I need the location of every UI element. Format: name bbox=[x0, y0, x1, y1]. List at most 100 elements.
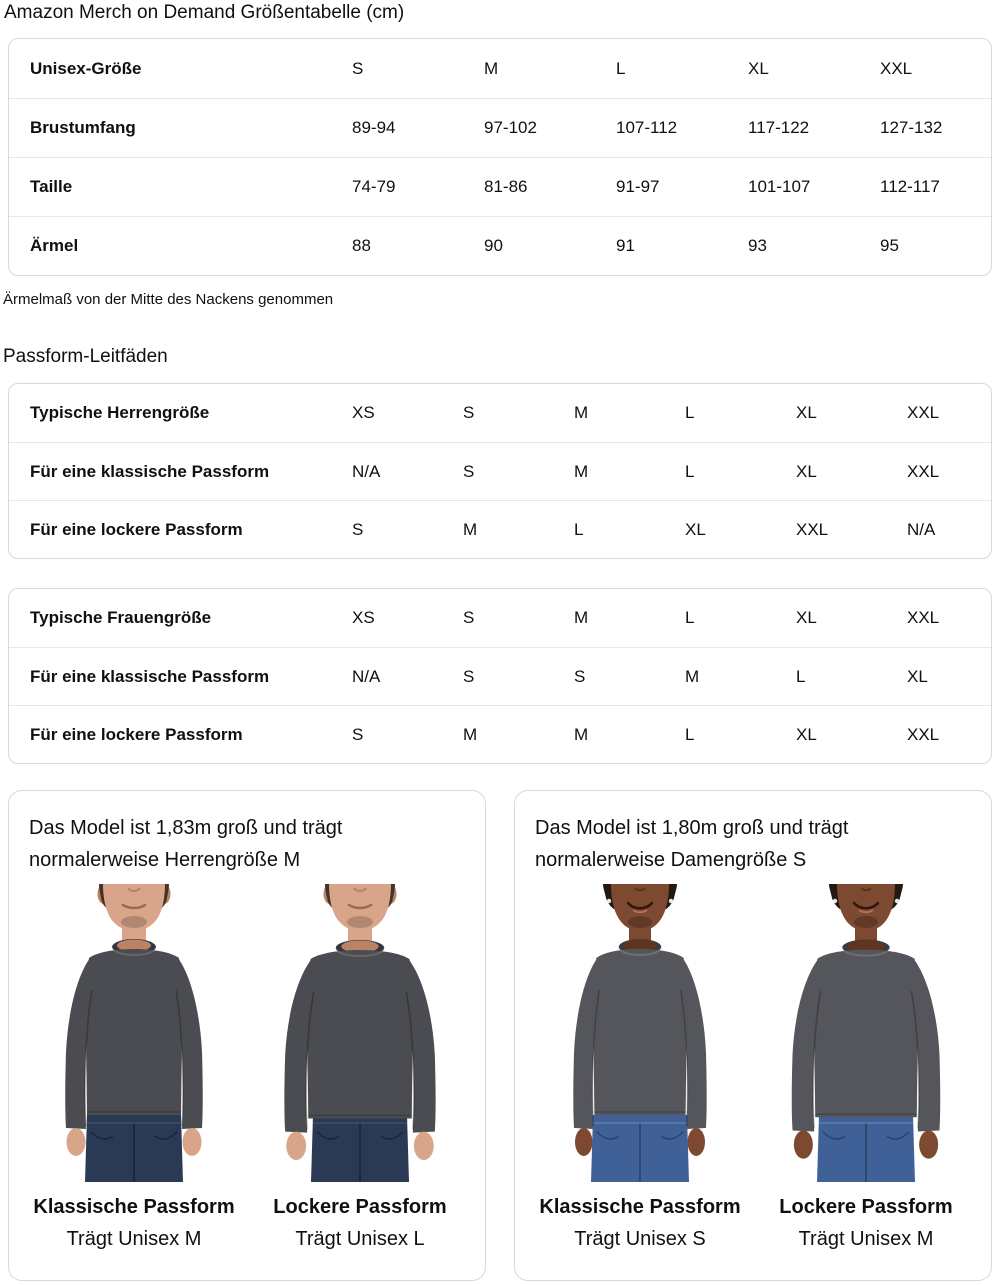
table-row: Für eine lockere Passform S M M L XL XXL bbox=[9, 705, 991, 763]
size-cell: 91 bbox=[616, 236, 635, 255]
head-illustration bbox=[97, 884, 171, 931]
fit-caption-title: Klassische Passform bbox=[33, 1196, 235, 1218]
fit-cell: S bbox=[463, 608, 475, 627]
fit-cell: S bbox=[463, 666, 475, 686]
fit-caption-size: Trägt Unisex L bbox=[295, 1228, 425, 1250]
fit-cell: M bbox=[574, 403, 589, 422]
unisex-size-table: Unisex-Größe S M L XL XXL Brustumfang 89… bbox=[8, 38, 992, 276]
size-row-label: Brustumfang bbox=[30, 118, 136, 137]
male-model-photo bbox=[65, 884, 203, 1182]
fit-cell: XL bbox=[796, 608, 817, 627]
fit-cell: S bbox=[463, 461, 475, 481]
fit-cell: XL bbox=[685, 519, 706, 539]
fit-row-label: Für eine lockere Passform bbox=[30, 724, 243, 744]
fit-cell: XXL bbox=[796, 519, 829, 539]
size-cell: 97-102 bbox=[484, 118, 537, 137]
figures-row: Klassische Passform Trägt Unisex S bbox=[535, 884, 971, 1251]
size-cell: 112-117 bbox=[880, 177, 940, 196]
fit-cell: S bbox=[463, 403, 475, 422]
fit-cell: XL bbox=[907, 666, 928, 686]
fit-cell: M bbox=[574, 461, 589, 481]
fit-table-women: Typische Frauengröße XS S M L XL XXL Für… bbox=[8, 588, 992, 764]
fit-row-label: Für eine klassische Passform bbox=[30, 666, 270, 686]
shirt-illustration bbox=[791, 939, 941, 1159]
head-illustration bbox=[829, 884, 903, 931]
model-description: Das Model ist 1,80m groß und trägt norma… bbox=[535, 817, 849, 871]
fit-caption-title: Klassische Passform bbox=[539, 1196, 741, 1218]
table-row: Ärmel 88 90 91 93 95 bbox=[9, 216, 991, 275]
jeans-illustration bbox=[591, 1115, 689, 1182]
size-row-label: Ärmel bbox=[30, 236, 79, 255]
fit-cell: M bbox=[685, 666, 700, 686]
size-cell: 101-107 bbox=[748, 177, 811, 196]
fit-cell: XXL bbox=[907, 608, 940, 627]
sleeve-measure-note: Ärmelmaß von der Mitte des Nackens genom… bbox=[3, 291, 334, 308]
fit-cell: L bbox=[685, 724, 695, 744]
size-cell: 127-132 bbox=[880, 118, 943, 137]
fit-cell: XXL bbox=[907, 403, 940, 422]
fit-guides-heading: Passform-Leitfäden bbox=[3, 346, 168, 367]
fit-cell: L bbox=[685, 461, 695, 481]
fit-cell: M bbox=[463, 519, 478, 539]
fit-cell: N/A bbox=[907, 519, 936, 539]
model-card-men: Das Model ist 1,83m groß und trägt norma… bbox=[8, 790, 486, 1281]
size-cell: 89-94 bbox=[352, 118, 396, 137]
head-illustration bbox=[603, 884, 677, 931]
fit-caption-title: Lockere Passform bbox=[273, 1196, 447, 1218]
fit-cell: M bbox=[574, 724, 589, 744]
female-model-photo bbox=[573, 884, 707, 1182]
fit-cell: N/A bbox=[352, 461, 381, 481]
model-figure-classic-fit: Klassische Passform Trägt Unisex S bbox=[535, 884, 745, 1251]
size-cell: 90 bbox=[484, 236, 503, 255]
table-row: Für eine lockere Passform S M L XL XXL N… bbox=[9, 500, 991, 558]
fit-cell: XXL bbox=[907, 461, 940, 481]
model-figure-classic-fit: Klassische Passform Trägt Unisex M bbox=[29, 884, 239, 1251]
fit-caption-size: Trägt Unisex M bbox=[66, 1228, 202, 1250]
fit-cell: L bbox=[796, 666, 806, 686]
shirt-illustration bbox=[284, 939, 436, 1161]
table-row: Für eine klassische Passform N/A S M L X… bbox=[9, 442, 991, 500]
size-cell: 95 bbox=[880, 236, 899, 255]
size-cell: 117-122 bbox=[748, 118, 810, 137]
fit-caption-size: Trägt Unisex M bbox=[798, 1228, 934, 1250]
shirt-illustration bbox=[573, 939, 707, 1156]
head-illustration bbox=[323, 884, 397, 931]
fit-caption-size: Trägt Unisex S bbox=[574, 1228, 706, 1250]
fit-row-label: Für eine klassische Passform bbox=[30, 461, 270, 481]
table-row: Brustumfang 89-94 97-102 107-112 117-122… bbox=[9, 98, 991, 157]
size-cell: 107-112 bbox=[616, 118, 678, 137]
fit-row-label: Für eine lockere Passform bbox=[30, 519, 243, 539]
size-cell: L bbox=[616, 58, 626, 78]
table-row: Für eine klassische Passform N/A S S M L… bbox=[9, 647, 991, 705]
fit-cell: M bbox=[574, 608, 589, 627]
fit-cell: XL bbox=[796, 403, 817, 422]
fit-cell: XL bbox=[796, 724, 817, 744]
fit-cell: L bbox=[574, 519, 584, 539]
model-cards: Das Model ist 1,83m groß und trägt norma… bbox=[8, 790, 992, 1281]
table-row: Typische Herrengröße XS S M L XL XXL bbox=[9, 384, 991, 442]
fit-cell: M bbox=[463, 724, 478, 744]
figures-row: Klassische Passform Trägt Unisex M bbox=[29, 884, 465, 1251]
model-card-women: Das Model ist 1,80m groß und trägt norma… bbox=[514, 790, 992, 1281]
model-figure-loose-fit: Lockere Passform Trägt Unisex L bbox=[255, 884, 465, 1251]
size-row-label: Unisex-Größe bbox=[30, 58, 142, 78]
size-cell: XL bbox=[748, 58, 769, 78]
jeans-illustration bbox=[311, 1115, 409, 1182]
size-cell: 81-86 bbox=[484, 177, 528, 196]
fit-cell: XS bbox=[352, 608, 375, 627]
fit-cell: XS bbox=[352, 403, 375, 422]
fit-cell: S bbox=[574, 666, 586, 686]
page-title: Amazon Merch on Demand Größentabelle (cm… bbox=[4, 2, 405, 23]
size-cell: S bbox=[352, 58, 364, 78]
male-model-photo bbox=[284, 884, 436, 1182]
table-row: Typische Frauengröße XS S M L XL XXL bbox=[9, 589, 991, 647]
fit-cell: L bbox=[685, 608, 695, 627]
female-model-photo bbox=[791, 884, 941, 1182]
fit-table-men: Typische Herrengröße XS S M L XL XXL Für… bbox=[8, 383, 992, 559]
size-cell: 91-97 bbox=[616, 177, 660, 196]
fit-cell: XL bbox=[796, 461, 817, 481]
model-description: Das Model ist 1,83m groß und trägt norma… bbox=[29, 817, 343, 871]
size-cell: M bbox=[484, 58, 499, 78]
jeans-illustration bbox=[85, 1115, 183, 1182]
fit-caption-title: Lockere Passform bbox=[779, 1196, 953, 1218]
